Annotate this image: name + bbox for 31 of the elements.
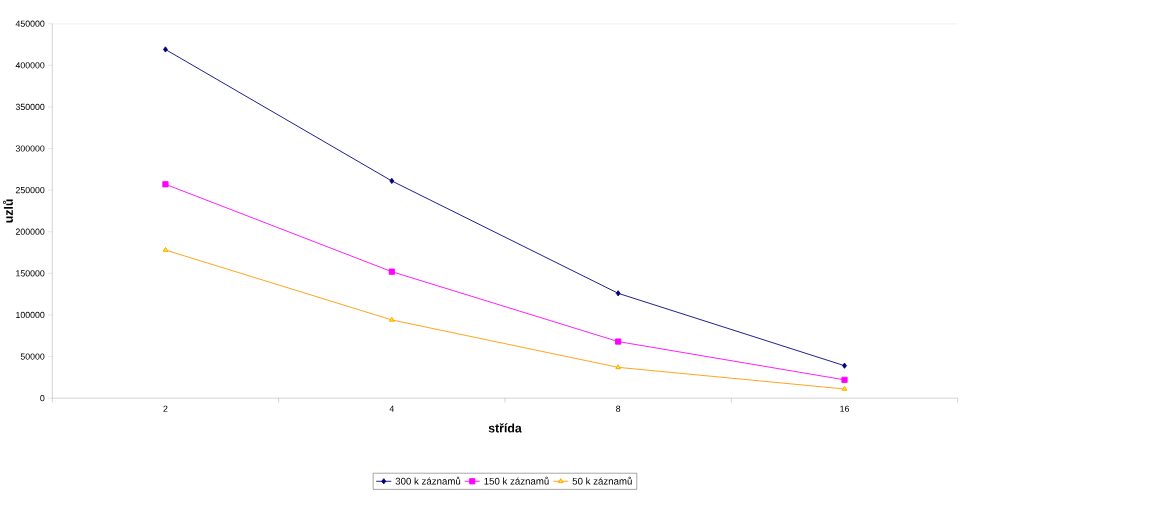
point: [389, 316, 395, 322]
point: [162, 181, 169, 188]
y-tick-label: 200000: [15, 228, 45, 235]
point: [162, 246, 169, 252]
legend-label: 300 k záznamů: [395, 476, 461, 485]
y-tick-label: 250000: [15, 186, 45, 194]
point: [841, 385, 848, 391]
legend-label: 50 k záznamů: [572, 476, 632, 485]
y-tick-label: 150000: [16, 270, 45, 277]
y-tick-label: 300000: [15, 145, 45, 152]
point: [388, 268, 395, 275]
point: [389, 177, 395, 184]
y-axis-title: uzlů: [2, 199, 13, 223]
x-tick-label: 4: [389, 405, 394, 412]
y-tick-label: 400000: [15, 62, 45, 69]
x-tick-label: 16: [840, 405, 850, 412]
y-tick-label: 350000: [15, 103, 45, 110]
y-tick-label: 0: [40, 394, 45, 402]
point: [842, 362, 847, 369]
point: [615, 338, 622, 345]
y-tick-label: 450000: [15, 20, 45, 27]
point: [163, 46, 168, 53]
y-tick-label: 100000: [16, 311, 45, 318]
x-axis-title: střída: [488, 423, 522, 433]
point: [615, 364, 621, 369]
point: [615, 290, 621, 297]
legend-label: 150 k záznamů: [484, 476, 549, 485]
y-tick-label: 50000: [20, 353, 45, 360]
x-tick-label: 2: [163, 405, 168, 412]
x-tick-label: 8: [616, 405, 621, 412]
point: [841, 376, 848, 383]
